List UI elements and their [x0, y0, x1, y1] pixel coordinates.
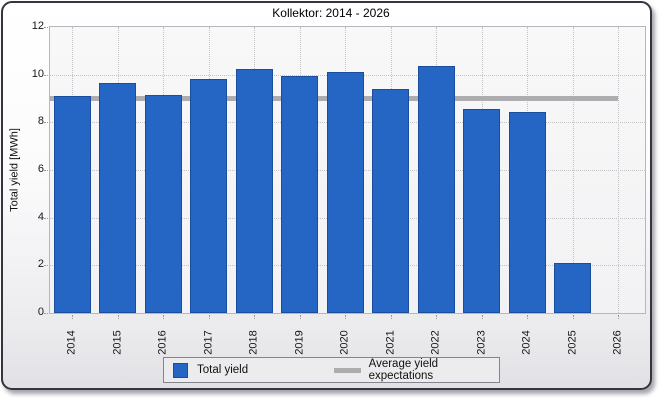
- y-tick-label-2: 2: [37, 258, 44, 271]
- x-tick-mark: [117, 315, 119, 319]
- x-tick-label-2026: 2026: [611, 330, 624, 355]
- x-tick-mark: [163, 315, 164, 319]
- x-tick-label-2017: 2017: [202, 330, 214, 355]
- x-tick-label-2019: 2019: [293, 330, 305, 355]
- x-tick-mark: [345, 315, 346, 319]
- bar-2024: [508, 111, 546, 313]
- bar-2018: [235, 68, 273, 313]
- legend-item-total-yield: Total yield: [173, 362, 249, 378]
- x-tick-label-2023: 2023: [475, 330, 487, 355]
- bar-2020: [326, 72, 364, 313]
- y-tick-mark: [44, 217, 48, 219]
- x-tick-mark: [572, 315, 574, 319]
- x-tick-mark: [254, 315, 255, 319]
- x-tick-mark: [390, 315, 392, 319]
- x-tick-mark: [527, 315, 528, 319]
- x-tick-mark: [299, 315, 301, 319]
- legend-label-average: Average yield expectations: [368, 358, 439, 382]
- bar-2017: [190, 79, 227, 313]
- x-tick-label-2014: 2014: [65, 330, 78, 355]
- x-tick-label-2021: 2021: [384, 330, 396, 355]
- bar-2014: [53, 96, 91, 313]
- x-tick-label-2015: 2015: [111, 330, 123, 355]
- y-tick-mark: [44, 27, 48, 28]
- x-tick-mark: [436, 315, 437, 319]
- y-tick-mark: [44, 74, 48, 76]
- y-tick-mark: [44, 265, 48, 267]
- legend: Total yield Average yield expectations: [163, 357, 500, 383]
- x-tick-label-2016: 2016: [156, 330, 169, 355]
- y-tick-label-10: 10: [31, 67, 44, 80]
- bar-2023: [463, 109, 500, 313]
- y-tick-label-12: 12: [31, 20, 44, 32]
- plot-area: [49, 26, 646, 314]
- x-tick-label-2025: 2025: [566, 330, 578, 355]
- y-tick-label-0: 0: [37, 306, 44, 318]
- bar-2015: [99, 83, 136, 313]
- x-tick-mark: [72, 315, 73, 319]
- bar-2021: [372, 89, 409, 313]
- x-tick-mark: [208, 315, 210, 319]
- x-tick-mark: [481, 315, 483, 319]
- bar-2022: [417, 66, 455, 313]
- x-tick-label-2022: 2022: [429, 330, 442, 355]
- average-line-swatch-icon: [334, 367, 361, 373]
- x-tick-mark: [618, 315, 619, 319]
- y-tick-mark: [44, 122, 48, 124]
- y-tick-mark: [44, 170, 48, 171]
- y-tick-label-4: 4: [37, 210, 44, 223]
- x-tick-label-2020: 2020: [338, 330, 351, 355]
- y-tick-label-6: 6: [37, 163, 44, 175]
- y-tick-mark: [44, 313, 48, 314]
- bar-2019: [281, 75, 318, 313]
- bar-2016: [144, 94, 182, 313]
- y-tick-label-8: 8: [37, 115, 44, 128]
- legend-item-average: Average yield expectations: [334, 358, 499, 382]
- legend-label-total-yield: Total yield: [197, 364, 249, 376]
- chart-title: Kollektor: 2014 - 2026: [272, 6, 390, 20]
- total-yield-swatch-icon: [173, 362, 188, 378]
- x-tick-label-2024: 2024: [520, 330, 533, 355]
- x-tick-label-2018: 2018: [247, 330, 260, 355]
- bar-2025: [554, 263, 591, 313]
